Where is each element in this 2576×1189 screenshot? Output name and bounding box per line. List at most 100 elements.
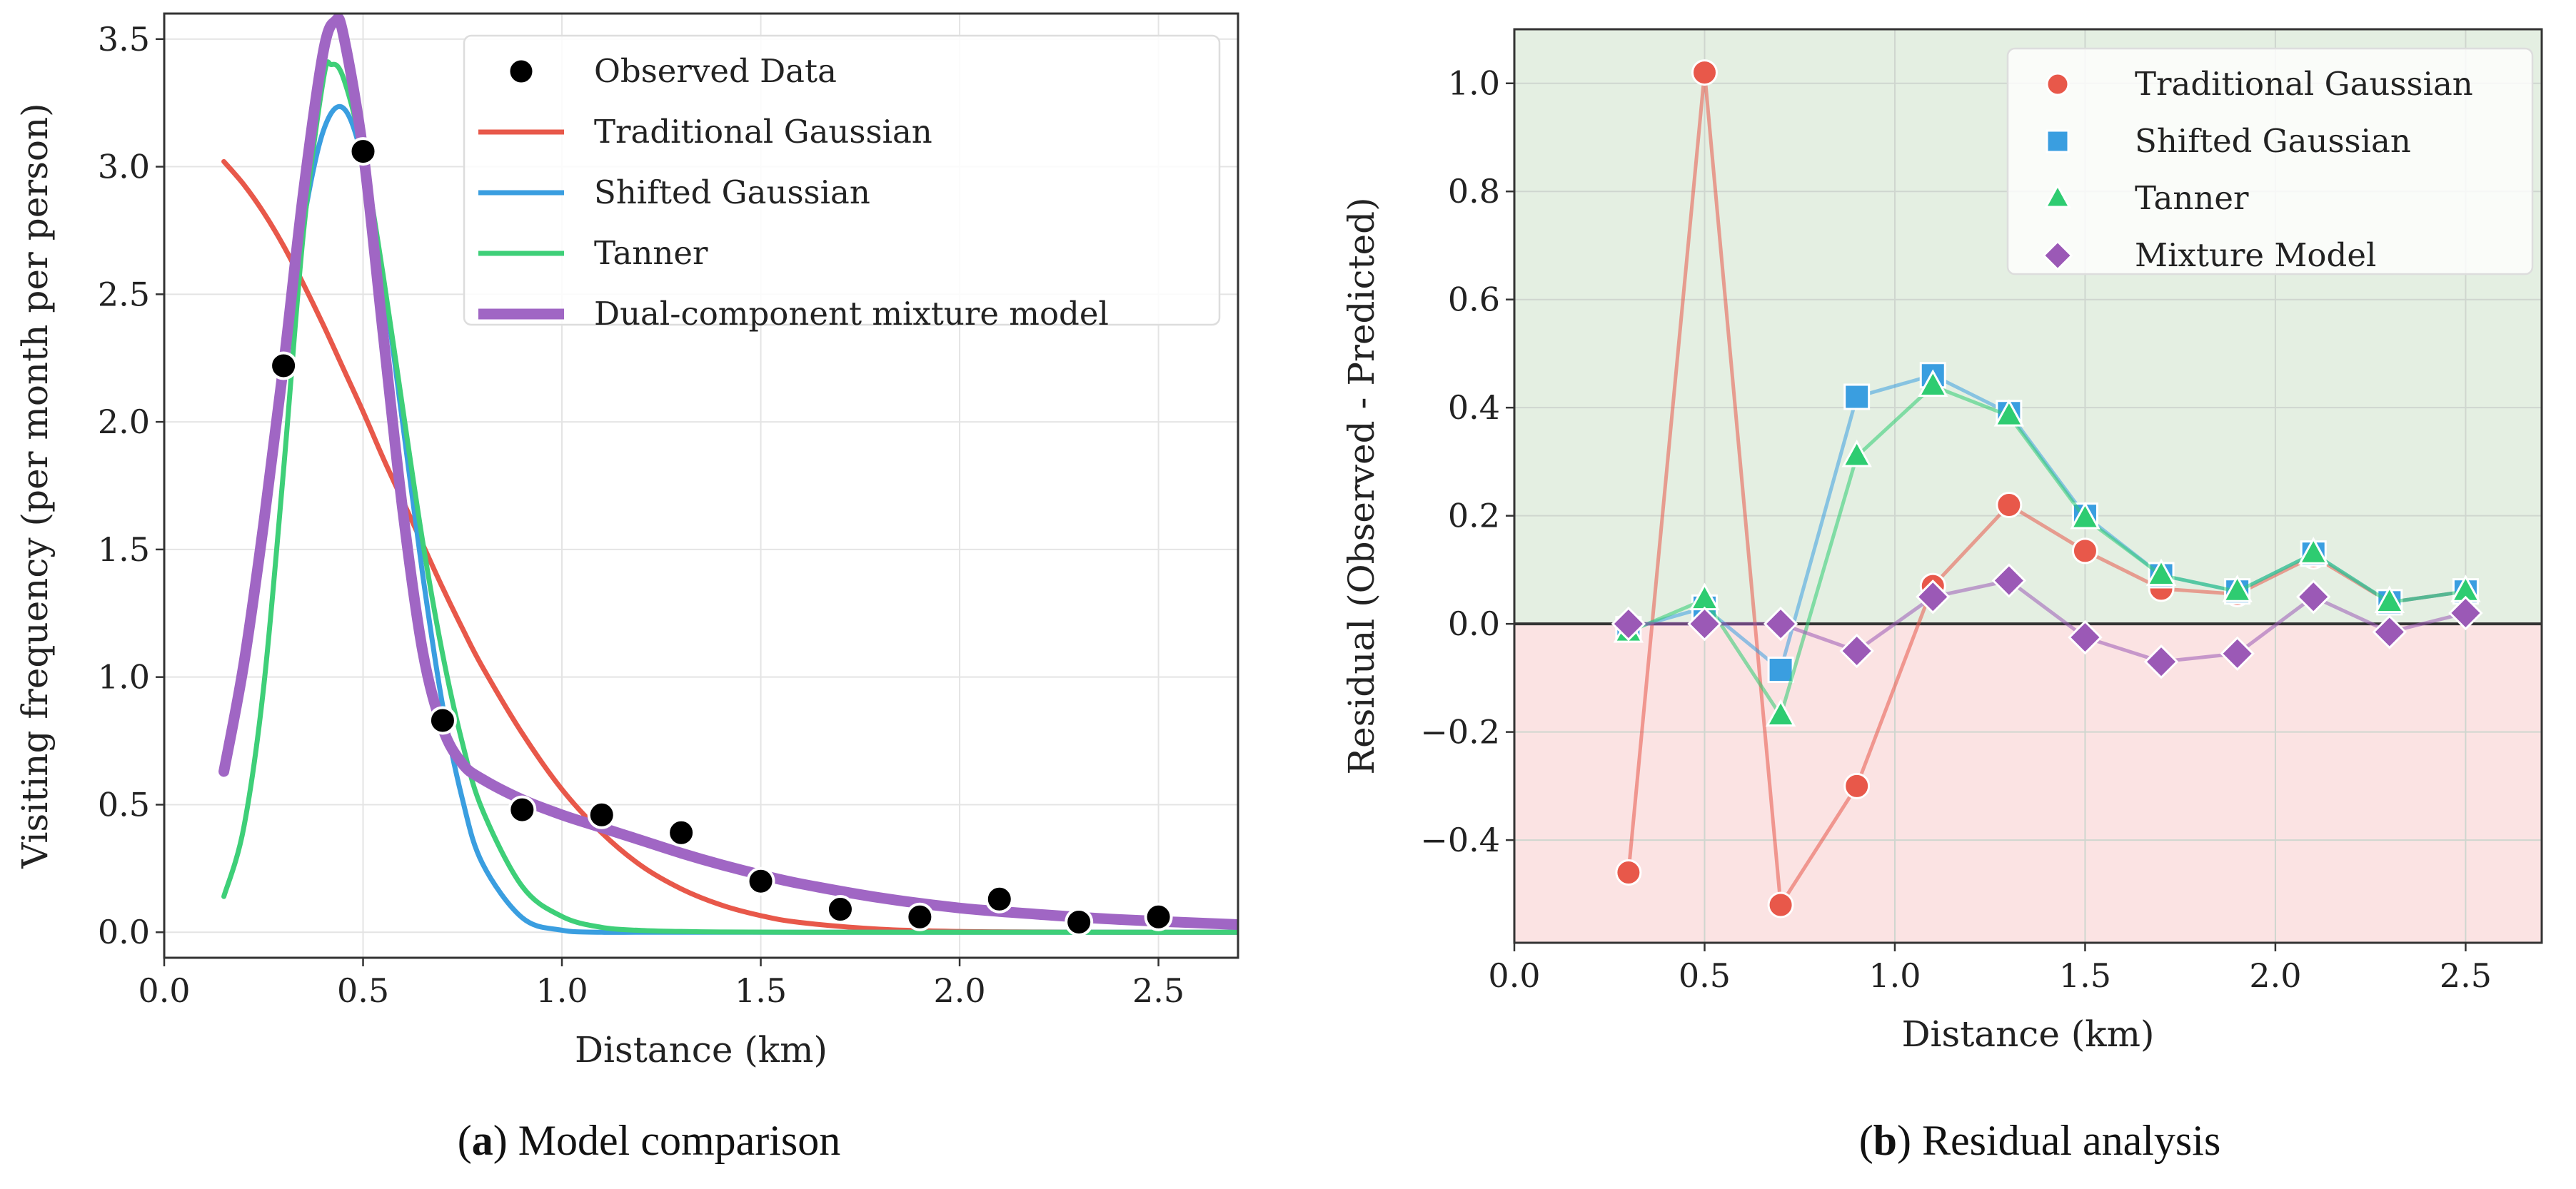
legend-label: Tanner: [594, 234, 708, 272]
legend-item: Tanner: [478, 234, 708, 272]
y-tick-label: 2.0: [98, 403, 150, 441]
diamond-marker: [1916, 580, 1951, 614]
diamond-marker: [2296, 580, 2331, 614]
legend-item: Dual-component mixture model: [478, 295, 1109, 333]
y-tick-label: 3.5: [98, 20, 150, 59]
legend: Traditional Gaussian Shifted Gaussian Tann…: [2006, 47, 2534, 275]
square-marker: [1767, 657, 1794, 684]
observed-data-point: [667, 818, 696, 847]
residual-analysis-chart: 0.0 0.5 1.0 1.5 2.0 2.5 −0.4 −0.2 0.0 0.2 0.4 0.6 0.…: [1341, 28, 2543, 1055]
y-tick-label: 3.0: [98, 148, 150, 186]
triangle-marker: [2145, 558, 2177, 587]
legend-item: Traditional Gaussian: [478, 113, 932, 151]
x-tick-label: 2.5: [1132, 971, 1184, 1010]
y-tick-label: 0.5: [98, 785, 150, 824]
diamond-marker: [1611, 606, 1646, 642]
circle-marker: [1843, 772, 1871, 799]
y-tick-label: 1.0: [1448, 64, 1500, 103]
x-tick-label: 1.0: [1868, 956, 1921, 995]
circle-marker: [1996, 492, 2023, 519]
series-tanner: [1613, 369, 2481, 727]
y-tick-label: 1.0: [98, 658, 150, 697]
y-tick-label: 1.5: [98, 530, 150, 569]
curves: [218, 14, 1238, 936]
diamond-marker: [2448, 595, 2483, 631]
triangle-marker: [1765, 699, 1796, 727]
circle-marker: [1767, 891, 1794, 919]
x-tick-label: 2.0: [933, 971, 985, 1010]
legend-triangle-marker: [2043, 183, 2072, 208]
legend-label: Dual-component mixture model: [594, 295, 1109, 333]
diamond-marker: [1991, 563, 2027, 598]
x-tick-label: 1.5: [2059, 956, 2111, 995]
observed-data-point: [1144, 902, 1173, 931]
x-tick-label: 2.5: [2440, 956, 2492, 995]
circle-marker: [1615, 859, 1642, 886]
diamond-marker: [2143, 644, 2179, 679]
x-tick-label: 0.5: [1679, 956, 1731, 995]
observed-data-point: [746, 866, 775, 896]
legend-circle-marker: [2046, 72, 2070, 96]
legend-item: Shifted Gaussian: [2046, 122, 2411, 160]
x-tick-label: 1.5: [735, 971, 787, 1010]
caption-b: (b) Residual analysis: [1859, 1117, 2221, 1164]
model-comparison-chart: 0.0 0.5 1.0 1.5 2.0 2.5 0.0 0.5 1.0 1.5 2.0 2.5 3.0 3…: [14, 12, 1239, 1071]
y-tick-label: −0.4: [1420, 821, 1500, 859]
residual-series: [1611, 59, 2483, 919]
legend-label: Shifted Gaussian: [594, 173, 870, 211]
axes-frame: [163, 12, 1239, 959]
axes-frame: [1513, 28, 2543, 944]
x-axis-label: Distance (km): [1901, 1013, 2154, 1055]
observed-data-point: [348, 137, 378, 166]
diamond-marker: [1839, 633, 1874, 669]
diamond-marker: [2220, 636, 2255, 672]
x-tick-label: 0.5: [337, 971, 389, 1010]
legend-item: Observed Data: [508, 52, 837, 90]
legend-item: Traditional Gaussian: [2046, 65, 2473, 103]
legend-diamond-marker: [2042, 240, 2073, 271]
y-axis-label: Visiting frequency (per month per person…: [14, 103, 56, 869]
y-tick-label: 2.5: [98, 275, 150, 313]
legend-label: Tanner: [2135, 179, 2249, 217]
observed-data-point: [269, 351, 298, 380]
x-tick-label: 1.0: [535, 971, 588, 1010]
diamond-marker: [2372, 614, 2408, 649]
legend-observed-marker: [508, 58, 535, 85]
y-tick-label: 0.6: [1448, 280, 1500, 319]
observed-data-point: [825, 895, 855, 924]
diamond-marker: [1763, 606, 1798, 642]
square-marker: [1843, 383, 1871, 410]
legend-item: Mixture Model: [2042, 236, 2376, 274]
legend: Observed Data Traditional Gaussian Shifted…: [463, 34, 1221, 333]
observed-data-point: [905, 902, 935, 931]
negative-residual-region: [1514, 624, 2542, 943]
curve-tanner: [221, 59, 1238, 935]
curve-dual-component-mixture-model: [218, 14, 1238, 931]
observed-data-point: [508, 795, 537, 824]
triangle-marker: [2222, 575, 2253, 602]
triangle-marker: [1918, 369, 1948, 397]
legend-label: Traditional Gaussian: [2135, 65, 2473, 103]
series-mixture-model: [1611, 563, 2483, 679]
y-axis-label: Residual (Observed - Predicted): [1341, 197, 1382, 774]
legend-label: Mixture Model: [2135, 236, 2376, 274]
legend-label: Traditional Gaussian: [594, 113, 932, 151]
circle-marker: [1691, 59, 1718, 86]
y-tick-label: −0.2: [1420, 713, 1500, 752]
x-tick-label: 0.0: [1488, 956, 1540, 995]
y-tick-label: 0.2: [1448, 497, 1500, 535]
observed-data-point: [587, 800, 616, 829]
legend-label: Shifted Gaussian: [2135, 122, 2411, 160]
observed-data-point: [985, 884, 1014, 914]
triangle-marker: [2070, 501, 2100, 530]
observed-data-point: [428, 706, 457, 735]
triangle-marker: [1993, 399, 2025, 427]
legend-box: [463, 34, 1221, 326]
y-tick-label: 0.0: [98, 913, 150, 951]
diamond-marker: [2068, 619, 2103, 655]
triangle-marker: [1841, 439, 1872, 467]
triangle-marker: [2298, 537, 2329, 565]
y-tick-label: 0.8: [1448, 172, 1500, 211]
observed-data-point: [1065, 907, 1094, 936]
